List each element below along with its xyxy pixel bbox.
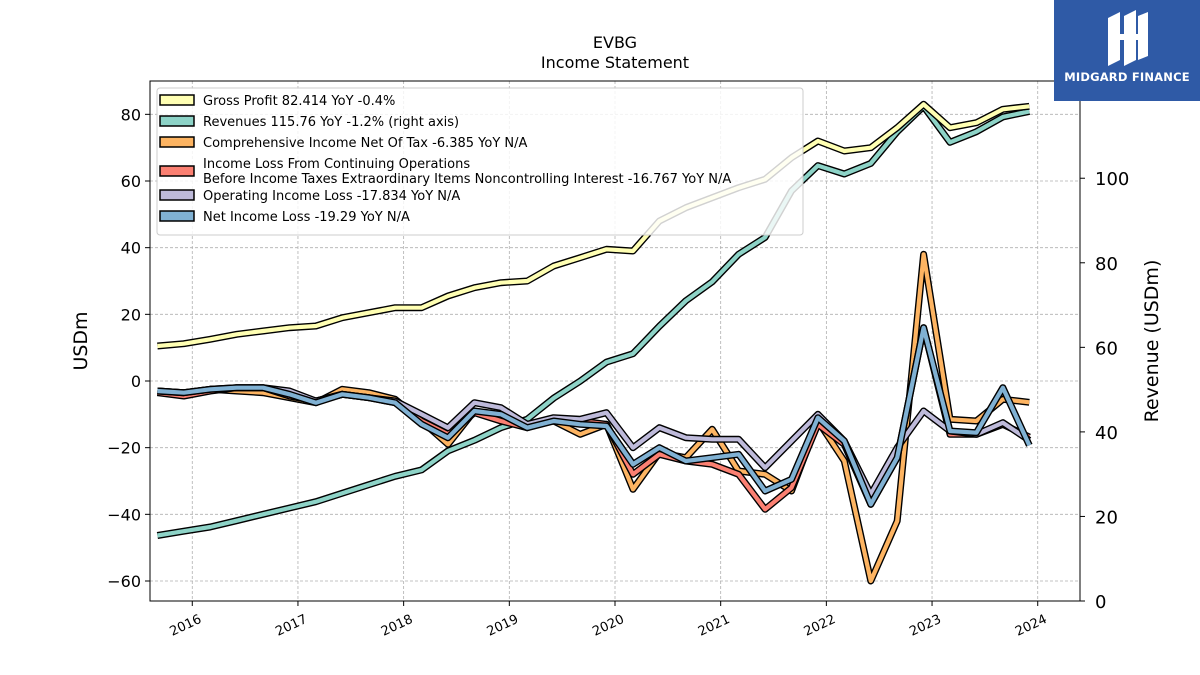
- series-line: [157, 104, 1030, 538]
- x-tick-label: 2020: [590, 612, 626, 640]
- x-tick-label: 2024: [1013, 612, 1049, 640]
- x-tick-label: 2021: [696, 612, 732, 640]
- midgard-logo-icon: [1108, 10, 1148, 66]
- legend-swatch: [159, 210, 195, 222]
- y-tick-label: −40: [107, 505, 141, 524]
- legend-swatch: [159, 115, 195, 127]
- legend-swatch: [159, 136, 195, 148]
- legend-label: Operating Income Loss -17.834 YoY N/A: [203, 189, 460, 204]
- x-tick-label: 2016: [168, 612, 204, 640]
- x-tick-label: 2017: [273, 612, 309, 640]
- series-line: [157, 325, 1032, 507]
- y2-axis-label: Revenue (USDm): [1141, 260, 1163, 423]
- y2-tick-label: 40: [1095, 423, 1118, 444]
- series-lines: [156, 100, 1033, 585]
- y2-tick-label: 80: [1095, 254, 1118, 275]
- y-tick-label: 40: [121, 239, 141, 258]
- x-tick-label: 2019: [485, 612, 521, 640]
- y-tick-label: 60: [121, 172, 141, 191]
- y2-tick-label: 20: [1095, 507, 1118, 528]
- legend-label: Income Loss From Continuing Operations: [203, 157, 470, 172]
- legend-label: Revenues 115.76 YoY -1.2% (right axis): [203, 115, 459, 130]
- legend-swatch: [159, 189, 195, 201]
- x-tick-label: 2023: [907, 612, 943, 640]
- legend-label: Comprehensive Income Net Of Tax -6.385 Y…: [203, 136, 528, 151]
- legend-box: [156, 87, 804, 236]
- legend-label: Before Income Taxes Extraordinary Items …: [203, 172, 731, 187]
- legend-swatch: [159, 165, 195, 177]
- brand-logo: MIDGARD FINANCE: [1054, 0, 1200, 101]
- y2-tick-label: 0: [1095, 592, 1106, 613]
- y-tick-label: −60: [107, 572, 141, 591]
- y-tick-label: 20: [121, 305, 141, 324]
- logo-text: MIDGARD FINANCE: [1064, 70, 1190, 84]
- y-axis-label: USDm: [70, 311, 92, 370]
- legend-label: Net Income Loss -19.29 YoY N/A: [203, 210, 410, 225]
- y-tick-label: −20: [107, 439, 141, 458]
- chart-title: EVBG: [593, 33, 637, 52]
- legend-swatch: [159, 94, 195, 106]
- x-tick-label: 2018: [379, 612, 415, 640]
- x-tick-label: 2022: [802, 612, 838, 640]
- y-tick-label: 80: [121, 105, 141, 124]
- y-tick-label: 0: [131, 372, 141, 391]
- legend-label: Gross Profit 82.414 YoY -0.4%: [203, 94, 395, 109]
- y2-tick-label: 60: [1095, 338, 1118, 359]
- series-line: [157, 102, 1030, 349]
- legend: Gross Profit 82.414 YoY -0.4% Revenues 11…: [156, 87, 804, 236]
- chart-subtitle: Income Statement: [541, 53, 689, 72]
- y2-tick-label: 100: [1095, 169, 1129, 190]
